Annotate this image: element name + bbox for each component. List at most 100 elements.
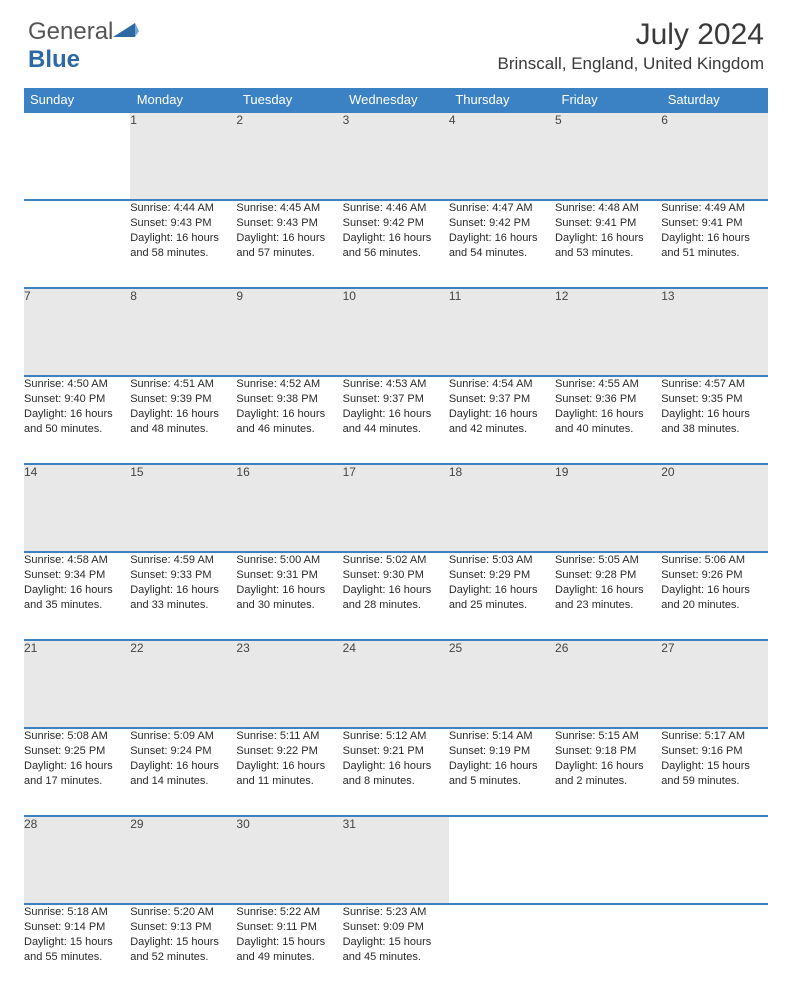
sunrise-text: Sunrise: 5:06 AM — [661, 553, 767, 568]
day-number-cell: 25 — [449, 640, 555, 728]
sunset-text: Sunset: 9:31 PM — [236, 568, 342, 583]
sunset-text: Sunset: 9:21 PM — [343, 744, 449, 759]
daylight-text: Daylight: 16 hours and 11 minutes. — [236, 759, 342, 789]
sunset-text: Sunset: 9:28 PM — [555, 568, 661, 583]
daylight-text: Daylight: 16 hours and 58 minutes. — [130, 231, 236, 261]
day-content-cell: Sunrise: 5:00 AMSunset: 9:31 PMDaylight:… — [236, 552, 342, 640]
sunrise-text: Sunrise: 4:49 AM — [661, 201, 767, 216]
day-content-cell: Sunrise: 5:02 AMSunset: 9:30 PMDaylight:… — [343, 552, 449, 640]
sunset-text: Sunset: 9:36 PM — [555, 392, 661, 407]
sunrise-text: Sunrise: 4:51 AM — [130, 377, 236, 392]
day-content-cell: Sunrise: 4:45 AMSunset: 9:43 PMDaylight:… — [236, 200, 342, 288]
day-number-cell — [555, 816, 661, 904]
weekday-header: Saturday — [661, 88, 767, 112]
sunset-text: Sunset: 9:19 PM — [449, 744, 555, 759]
calendar-header: SundayMondayTuesdayWednesdayThursdayFrid… — [24, 88, 768, 112]
day-number-cell: 12 — [555, 288, 661, 376]
sunrise-text: Sunrise: 5:08 AM — [24, 729, 130, 744]
sunrise-text: Sunrise: 4:57 AM — [661, 377, 767, 392]
day-number-cell — [661, 816, 767, 904]
sunrise-text: Sunrise: 4:53 AM — [343, 377, 449, 392]
logo-text: General Blue — [28, 18, 139, 74]
day-number-cell: 20 — [661, 464, 767, 552]
day-number-cell: 30 — [236, 816, 342, 904]
day-content-cell: Sunrise: 5:05 AMSunset: 9:28 PMDaylight:… — [555, 552, 661, 640]
sunrise-text: Sunrise: 4:47 AM — [449, 201, 555, 216]
day-number-cell: 21 — [24, 640, 130, 728]
daylight-text: Daylight: 16 hours and 28 minutes. — [343, 583, 449, 613]
daylight-text: Daylight: 16 hours and 35 minutes. — [24, 583, 130, 613]
sunrise-text: Sunrise: 4:48 AM — [555, 201, 661, 216]
content-row: Sunrise: 5:18 AMSunset: 9:14 PMDaylight:… — [24, 904, 768, 992]
calendar-body: 123456Sunrise: 4:44 AMSunset: 9:43 PMDay… — [24, 112, 768, 992]
day-number-cell: 7 — [24, 288, 130, 376]
day-content-cell: Sunrise: 4:48 AMSunset: 9:41 PMDaylight:… — [555, 200, 661, 288]
day-number-cell: 5 — [555, 112, 661, 200]
sunrise-text: Sunrise: 5:14 AM — [449, 729, 555, 744]
day-content-cell: Sunrise: 4:50 AMSunset: 9:40 PMDaylight:… — [24, 376, 130, 464]
sunrise-text: Sunrise: 5:02 AM — [343, 553, 449, 568]
calendar-table: SundayMondayTuesdayWednesdayThursdayFrid… — [24, 88, 768, 992]
weekday-header: Sunday — [24, 88, 130, 112]
sunset-text: Sunset: 9:33 PM — [130, 568, 236, 583]
day-content-cell: Sunrise: 5:14 AMSunset: 9:19 PMDaylight:… — [449, 728, 555, 816]
day-content-cell: Sunrise: 4:51 AMSunset: 9:39 PMDaylight:… — [130, 376, 236, 464]
day-content-cell: Sunrise: 5:20 AMSunset: 9:13 PMDaylight:… — [130, 904, 236, 992]
daylight-text: Daylight: 15 hours and 49 minutes. — [236, 935, 342, 965]
daylight-text: Daylight: 16 hours and 40 minutes. — [555, 407, 661, 437]
daylight-text: Daylight: 16 hours and 5 minutes. — [449, 759, 555, 789]
day-content-cell: Sunrise: 4:49 AMSunset: 9:41 PMDaylight:… — [661, 200, 767, 288]
content-row: Sunrise: 4:58 AMSunset: 9:34 PMDaylight:… — [24, 552, 768, 640]
day-number-cell: 1 — [130, 112, 236, 200]
day-number-cell: 11 — [449, 288, 555, 376]
day-number-cell: 23 — [236, 640, 342, 728]
day-number-cell: 6 — [661, 112, 767, 200]
sunset-text: Sunset: 9:42 PM — [449, 216, 555, 231]
day-number-cell: 17 — [343, 464, 449, 552]
day-content-cell: Sunrise: 4:44 AMSunset: 9:43 PMDaylight:… — [130, 200, 236, 288]
day-content-cell: Sunrise: 5:11 AMSunset: 9:22 PMDaylight:… — [236, 728, 342, 816]
daylight-text: Daylight: 15 hours and 59 minutes. — [661, 759, 767, 789]
daylight-text: Daylight: 16 hours and 8 minutes. — [343, 759, 449, 789]
title-block: July 2024 Brinscall, England, United Kin… — [498, 18, 764, 74]
daylight-text: Daylight: 16 hours and 48 minutes. — [130, 407, 236, 437]
day-number-cell: 27 — [661, 640, 767, 728]
sunset-text: Sunset: 9:39 PM — [130, 392, 236, 407]
weekday-header: Thursday — [449, 88, 555, 112]
sunset-text: Sunset: 9:40 PM — [24, 392, 130, 407]
sunrise-text: Sunrise: 5:22 AM — [236, 905, 342, 920]
daylight-text: Daylight: 16 hours and 25 minutes. — [449, 583, 555, 613]
logo: General Blue — [28, 18, 139, 74]
sunrise-text: Sunrise: 5:00 AM — [236, 553, 342, 568]
sunset-text: Sunset: 9:14 PM — [24, 920, 130, 935]
daylight-text: Daylight: 16 hours and 33 minutes. — [130, 583, 236, 613]
day-content-cell — [661, 904, 767, 992]
sunrise-text: Sunrise: 5:15 AM — [555, 729, 661, 744]
daynum-row: 14151617181920 — [24, 464, 768, 552]
weekday-header: Friday — [555, 88, 661, 112]
location-text: Brinscall, England, United Kingdom — [498, 54, 764, 74]
sunrise-text: Sunrise: 5:17 AM — [661, 729, 767, 744]
day-content-cell: Sunrise: 5:06 AMSunset: 9:26 PMDaylight:… — [661, 552, 767, 640]
sunrise-text: Sunrise: 4:55 AM — [555, 377, 661, 392]
sunset-text: Sunset: 9:30 PM — [343, 568, 449, 583]
day-content-cell: Sunrise: 4:59 AMSunset: 9:33 PMDaylight:… — [130, 552, 236, 640]
weekday-header: Monday — [130, 88, 236, 112]
sunset-text: Sunset: 9:38 PM — [236, 392, 342, 407]
daylight-text: Daylight: 15 hours and 45 minutes. — [343, 935, 449, 965]
sunrise-text: Sunrise: 4:59 AM — [130, 553, 236, 568]
sunrise-text: Sunrise: 4:45 AM — [236, 201, 342, 216]
daylight-text: Daylight: 16 hours and 54 minutes. — [449, 231, 555, 261]
sunset-text: Sunset: 9:42 PM — [343, 216, 449, 231]
sunrise-text: Sunrise: 4:44 AM — [130, 201, 236, 216]
logo-word2: Blue — [28, 46, 80, 73]
day-number-cell: 2 — [236, 112, 342, 200]
day-content-cell: Sunrise: 4:58 AMSunset: 9:34 PMDaylight:… — [24, 552, 130, 640]
day-content-cell: Sunrise: 5:22 AMSunset: 9:11 PMDaylight:… — [236, 904, 342, 992]
sunset-text: Sunset: 9:11 PM — [236, 920, 342, 935]
daylight-text: Daylight: 16 hours and 20 minutes. — [661, 583, 767, 613]
daylight-text: Daylight: 16 hours and 46 minutes. — [236, 407, 342, 437]
sunrise-text: Sunrise: 5:05 AM — [555, 553, 661, 568]
sunrise-text: Sunrise: 5:09 AM — [130, 729, 236, 744]
day-number-cell: 28 — [24, 816, 130, 904]
